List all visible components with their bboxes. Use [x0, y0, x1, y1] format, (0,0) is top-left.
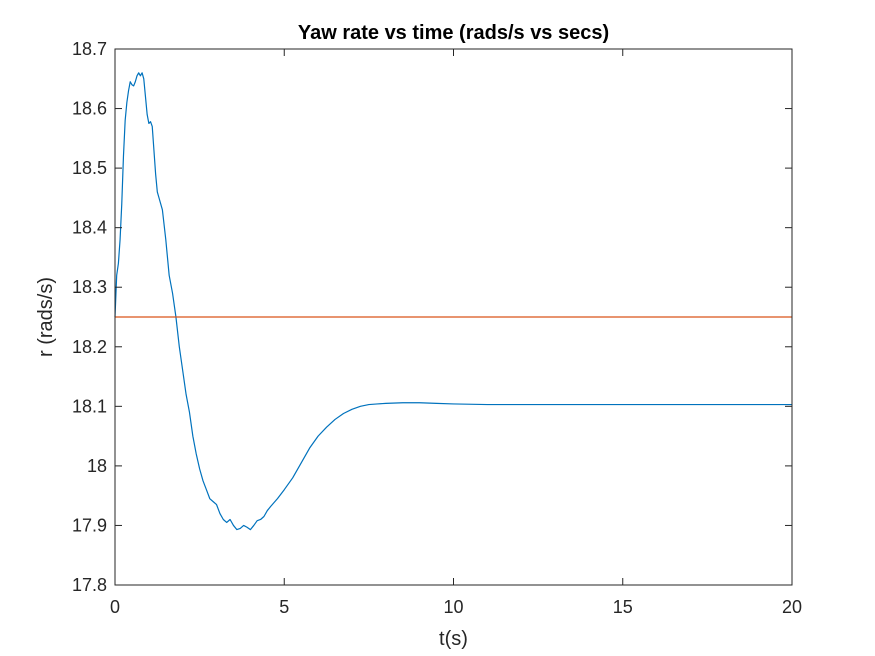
- y-tick-label: 18.3: [72, 277, 107, 297]
- y-tick-label: 17.9: [72, 515, 107, 535]
- x-axis-label: t(s): [439, 628, 468, 650]
- x-tick-label: 20: [782, 597, 802, 617]
- y-axis-label: r (rads/s): [35, 277, 57, 357]
- series-line-1: [114, 72, 792, 531]
- y-tick-label: 18: [87, 456, 107, 476]
- chart-title: Yaw rate vs time (rads/s vs secs): [298, 22, 609, 44]
- axes-box: [114, 48, 793, 586]
- y-tick-label: 18.7: [72, 39, 107, 59]
- y-tick-label: 18.2: [72, 337, 107, 357]
- y-axis-ticks: 17.8 17.9 18 18.1 18.2 18.3 18.4 18.5 18.6 18.7: [72, 39, 792, 595]
- y-tick-label: 18.5: [72, 158, 107, 178]
- x-tick-label: 5: [279, 597, 289, 617]
- y-tick-label: 18.6: [72, 99, 107, 119]
- y-tick-label: 18.1: [72, 396, 107, 416]
- x-tick-label: 10: [443, 597, 463, 617]
- y-tick-label: 17.8: [72, 575, 107, 595]
- y-tick-label: 18.4: [72, 218, 107, 238]
- series-layer: [114, 72, 792, 531]
- x-tick-label: 15: [613, 597, 633, 617]
- x-tick-label: 0: [110, 597, 120, 617]
